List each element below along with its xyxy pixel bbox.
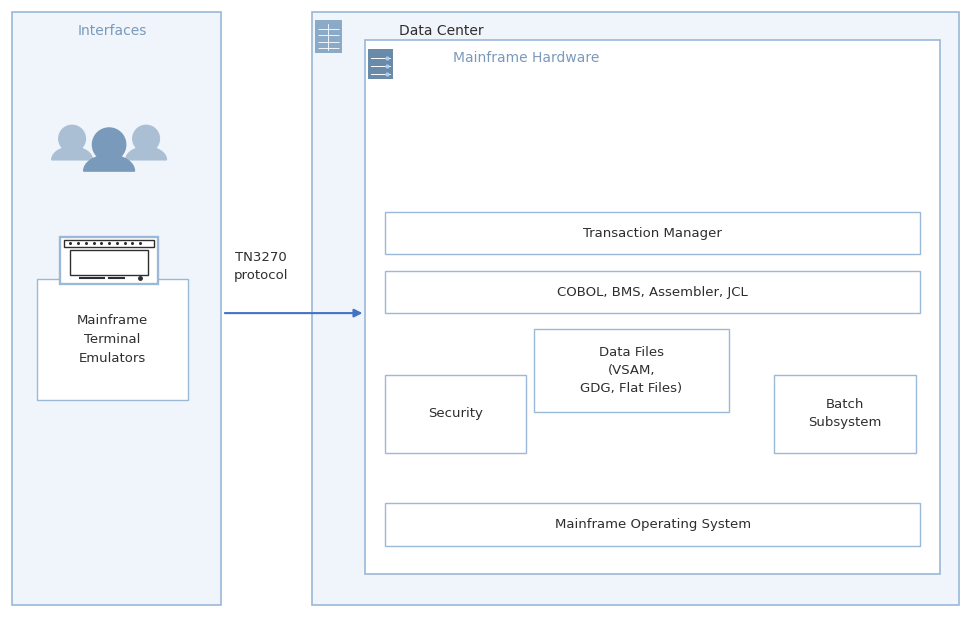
Wedge shape — [84, 155, 134, 171]
Bar — [70, 249, 148, 275]
Bar — [60, 237, 158, 284]
Bar — [365, 40, 940, 574]
Bar — [37, 279, 188, 400]
Text: Security: Security — [428, 407, 483, 420]
Bar — [368, 49, 393, 79]
Text: Mainframe Operating System: Mainframe Operating System — [554, 518, 751, 531]
Wedge shape — [52, 147, 93, 160]
Wedge shape — [126, 147, 167, 160]
Ellipse shape — [58, 125, 86, 152]
Bar — [385, 375, 526, 453]
Text: Data Center: Data Center — [399, 24, 484, 38]
Bar — [60, 237, 158, 284]
Text: Interfaces: Interfaces — [77, 24, 147, 38]
Bar — [315, 20, 342, 53]
Bar — [385, 271, 920, 313]
Text: Data Files
(VSAM,
GDG, Flat Files): Data Files (VSAM, GDG, Flat Files) — [581, 346, 682, 395]
Text: Transaction Manager: Transaction Manager — [583, 227, 722, 239]
Bar — [12, 12, 221, 604]
Ellipse shape — [132, 125, 160, 152]
Text: COBOL, BMS, Assembler, JCL: COBOL, BMS, Assembler, JCL — [557, 286, 748, 298]
Text: Batch
Subsystem: Batch Subsystem — [808, 399, 881, 429]
Bar — [774, 375, 916, 453]
Ellipse shape — [93, 128, 126, 161]
Bar — [385, 212, 920, 254]
Bar — [312, 12, 959, 604]
Bar — [64, 240, 154, 247]
Text: Mainframe
Terminal
Emulators: Mainframe Terminal Emulators — [77, 314, 148, 365]
Text: Mainframe Hardware: Mainframe Hardware — [453, 51, 599, 65]
Bar — [534, 329, 729, 412]
Bar — [385, 503, 920, 546]
Text: TN3270
protocol: TN3270 protocol — [234, 251, 288, 282]
